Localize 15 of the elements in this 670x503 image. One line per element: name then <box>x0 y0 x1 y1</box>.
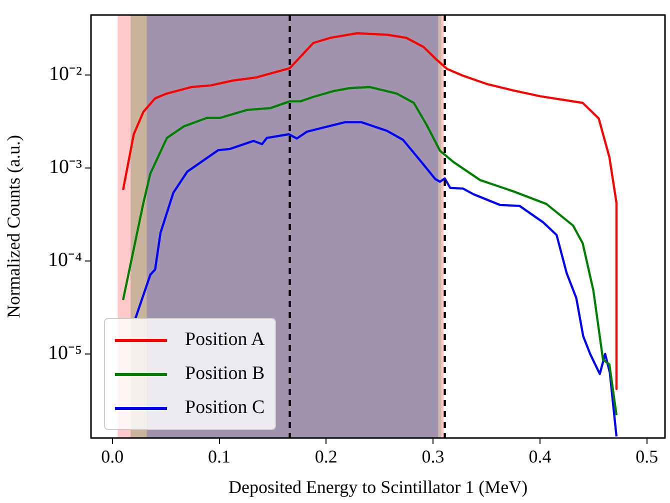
y-tick-label: 10⁻⁵ <box>48 342 82 364</box>
x-axis-title: Deposited Energy to Scintillator 1 (MeV) <box>228 476 528 497</box>
x-tick-label: 0.2 <box>314 446 338 467</box>
y-tick-label: 10⁻³ <box>49 156 82 178</box>
x-tick-label: 0.0 <box>101 446 124 467</box>
x-tick-label: 0.3 <box>422 446 444 467</box>
x-tick-label: 0.4 <box>528 446 552 467</box>
legend-label: Position A <box>185 329 265 351</box>
y-tick-label: 10⁻⁴ <box>48 249 82 272</box>
y-tick-label: 10⁻² <box>49 63 82 86</box>
y-axis-title: Normalized Counts (a.u.) <box>4 135 24 318</box>
x-tick-label: 0.5 <box>636 446 658 467</box>
x-tick-label: 0.1 <box>208 446 231 467</box>
legend-label: Position C <box>185 397 265 419</box>
legend-label: Position B <box>185 363 265 385</box>
